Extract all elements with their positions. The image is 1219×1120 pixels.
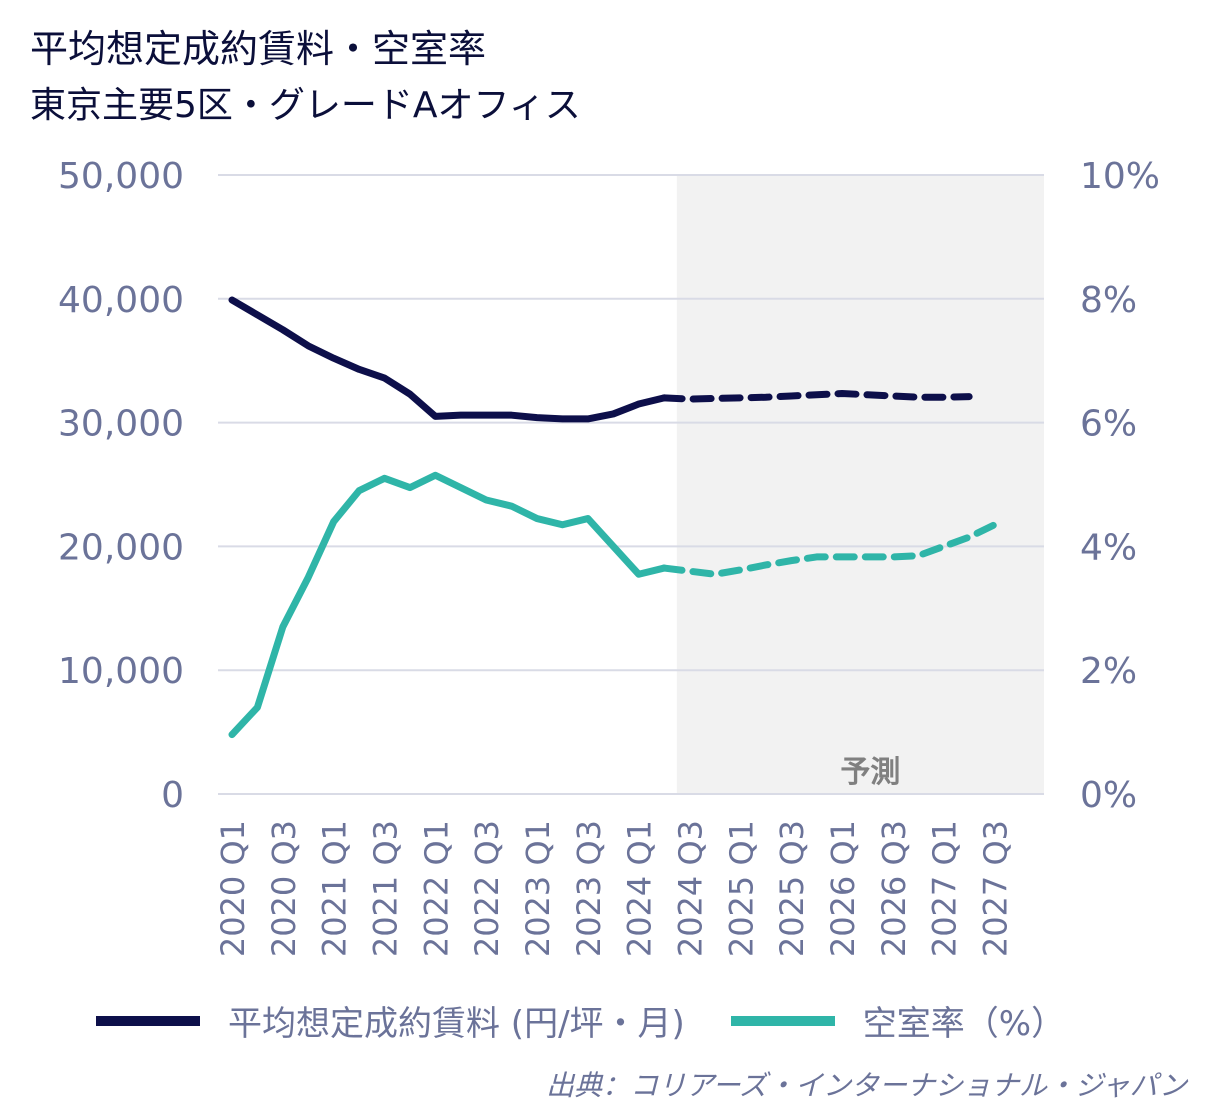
y-right-tick-label: 8% <box>1080 280 1137 321</box>
x-tick-label: 2026 Q1 <box>824 820 862 957</box>
x-tick-label: 2022 Q3 <box>468 820 506 957</box>
chart-title: 平均想定成約賃料・空室率 <box>30 27 487 71</box>
series-rent-forecast <box>660 390 973 403</box>
forecast-region <box>676 175 1044 794</box>
x-tick-label: 2020 Q1 <box>214 820 252 957</box>
x-tick-label: 2023 Q1 <box>519 820 557 957</box>
x-tick-label: 2022 Q1 <box>417 820 455 957</box>
x-tick-label: 2025 Q3 <box>773 820 811 957</box>
chart-subtitle: 東京主要5区・グレードAオフィス <box>30 85 581 126</box>
series-vacancy-actual <box>228 471 668 739</box>
y-right-tick-label: 4% <box>1080 527 1137 568</box>
legend-item-rent: 平均想定成約賃料 (円/坪・月) <box>96 996 685 1045</box>
x-tick-label: 2020 Q3 <box>265 820 303 957</box>
legend-label-vacancy: 空室率（%） <box>862 1004 1066 1044</box>
series-vacancy-forecast <box>660 521 999 578</box>
x-tick-label: 2025 Q1 <box>722 820 760 957</box>
x-tick-label: 2023 Q3 <box>570 820 608 957</box>
series-rent-actual <box>228 296 668 423</box>
x-tick-label: 2027 Q1 <box>926 820 964 957</box>
forecast-label: 予測 <box>840 755 900 790</box>
x-tick-label: 2024 Q3 <box>672 820 710 957</box>
x-tick-label: 2021 Q1 <box>316 820 354 957</box>
y-right-tick-label: 10% <box>1080 156 1160 197</box>
y-right-tick-label: 6% <box>1080 404 1137 445</box>
legend: 平均想定成約賃料 (円/坪・月) 空室率（%） <box>96 996 1111 1045</box>
y-left-tick-label: 10,000 <box>58 651 184 692</box>
y-left-tick-label: 20,000 <box>58 527 184 568</box>
y-left-tick-label: 0 <box>161 775 184 816</box>
y-left-tick-label: 30,000 <box>58 404 184 445</box>
x-tick-label: 2024 Q1 <box>621 820 659 957</box>
x-tick-label: 2021 Q3 <box>367 820 405 957</box>
y-right-tick-label: 2% <box>1080 651 1137 692</box>
legend-swatch-vacancy <box>730 1015 835 1026</box>
legend-label-rent: 平均想定成約賃料 (円/坪・月) <box>228 1004 685 1044</box>
x-tick-label: 2027 Q3 <box>977 820 1015 957</box>
legend-swatch-rent <box>96 1015 200 1026</box>
y-right-tick-label: 0% <box>1080 775 1137 816</box>
line-chart: 0 10,000 20,000 30,000 40,000 50,000 0% 2% 4% 6%… <box>58 156 1160 957</box>
legend-item-vacancy: 空室率（%） <box>730 996 1066 1045</box>
source-note: 出典：コリアーズ・インターナショナル・ジャパン <box>546 1069 1187 1102</box>
y-left-tick-label: 50,000 <box>58 156 184 197</box>
x-tick-label: 2026 Q3 <box>875 820 913 957</box>
y-left-tick-label: 40,000 <box>58 280 184 321</box>
